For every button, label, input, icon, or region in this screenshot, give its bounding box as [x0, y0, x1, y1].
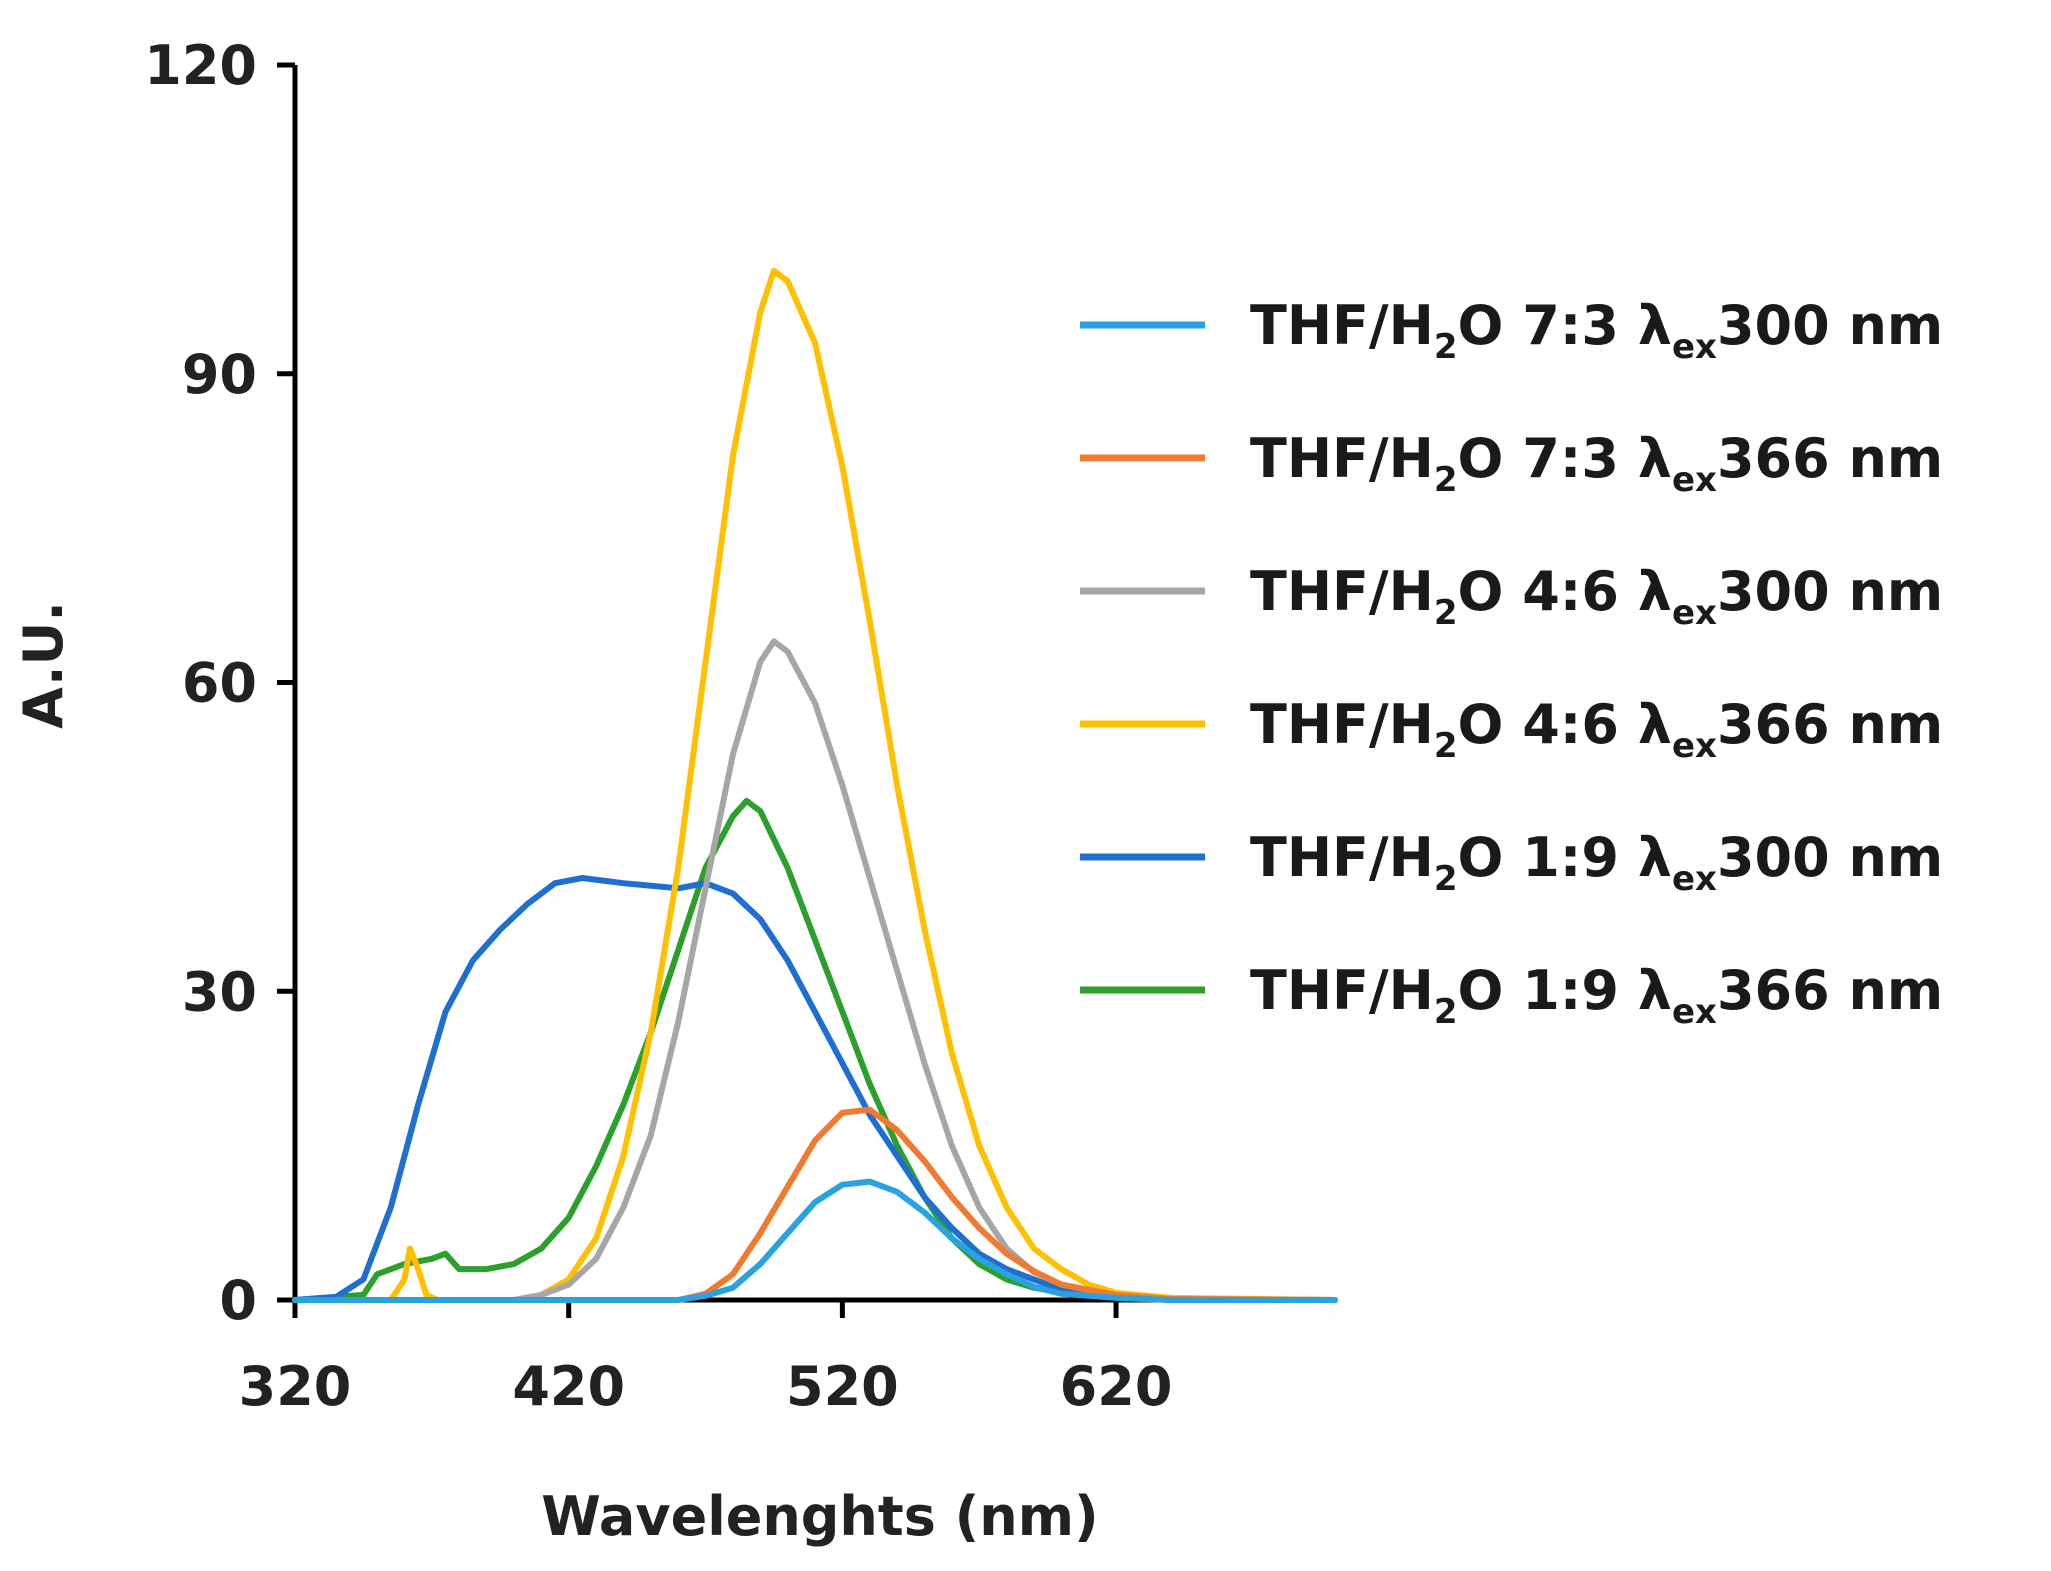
series-line-6 — [292, 797, 1338, 1303]
x-tick-label: 620 — [1060, 1355, 1173, 1418]
x-tick-label: 420 — [512, 1355, 625, 1418]
y-tick-label: 90 — [182, 343, 257, 406]
x-axis-title: Wavelenghts (nm) — [541, 1485, 1098, 1548]
legend-label-1: THF/H2O 7:3 λex300 nm — [1250, 294, 1943, 367]
y-tick-label: 0 — [219, 1269, 257, 1332]
legend-label-6: THF/H2O 1:9 λex366 nm — [1250, 959, 1943, 1032]
axes: 0 30 60 90 120 320 420 520 620 — [144, 34, 1335, 1418]
legend-label-2: THF/H2O 7:3 λex366 nm — [1250, 427, 1943, 500]
y-tick-label: 60 — [182, 652, 257, 715]
series-layer — [292, 267, 1338, 1303]
series-line-2 — [292, 1106, 1338, 1303]
y-tick-label: 30 — [182, 960, 257, 1023]
y-axis-title: A.U. — [12, 601, 75, 729]
series-line-1 — [292, 1178, 1338, 1303]
legend-label-3: THF/H2O 4:6 λex300 nm — [1250, 560, 1943, 633]
legend: THF/H2O 7:3 λex300 nm THF/H2O 7:3 λex366 … — [1080, 294, 1943, 1032]
series-line-5 — [292, 875, 1338, 1303]
y-tick-label: 120 — [144, 34, 257, 97]
series-line-4 — [292, 267, 1338, 1303]
legend-label-4: THF/H2O 4:6 λex366 nm — [1250, 693, 1943, 766]
x-tick-label: 520 — [786, 1355, 899, 1418]
x-tick-label: 320 — [239, 1355, 352, 1418]
legend-label-5: THF/H2O 1:9 λex300 nm — [1250, 826, 1943, 899]
